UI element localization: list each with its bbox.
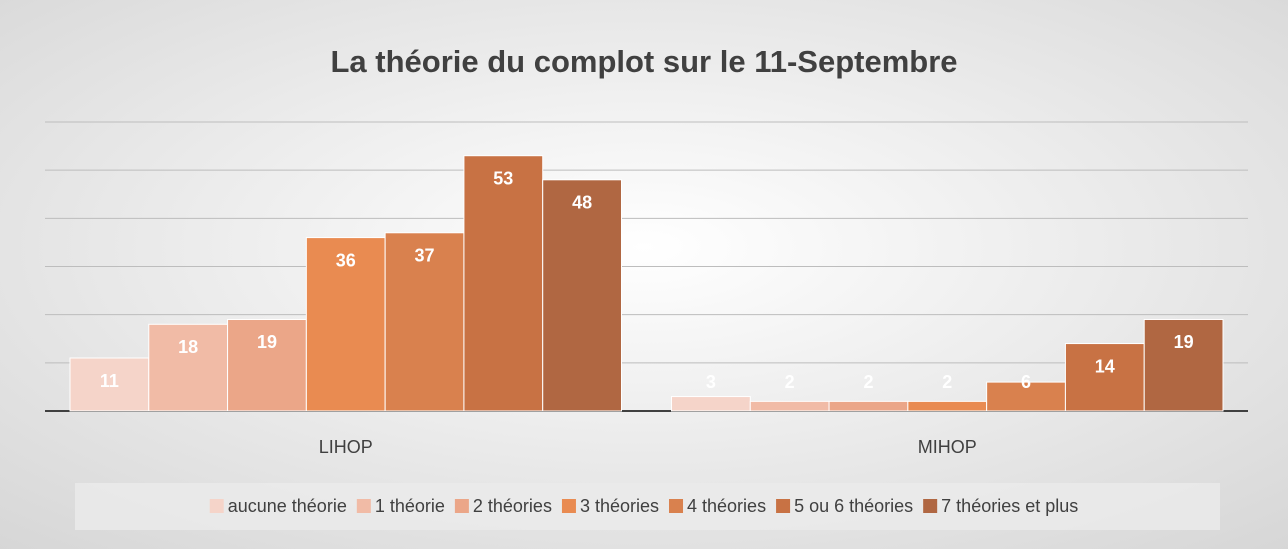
bar	[463, 155, 544, 412]
legend-swatch	[776, 499, 791, 513]
legend-swatch	[356, 499, 371, 513]
data-label: 3	[706, 372, 716, 392]
data-label: 2	[863, 372, 873, 392]
data-label: 19	[257, 332, 277, 352]
legend-swatch	[561, 499, 576, 513]
data-label: 37	[415, 246, 435, 266]
data-label: 53	[493, 168, 513, 188]
data-label: 6	[1021, 372, 1031, 392]
legend-swatch	[669, 499, 684, 513]
legend-label: aucune théorie	[228, 496, 347, 516]
bar	[1064, 343, 1145, 412]
bar	[384, 232, 465, 412]
data-label: 48	[572, 193, 592, 213]
legend-label: 5 ou 6 théories	[794, 496, 913, 516]
legend-label: 4 théories	[687, 496, 766, 516]
legend-background	[75, 483, 1220, 530]
data-label: 19	[1174, 332, 1194, 352]
data-label: 2	[785, 372, 795, 392]
data-label: 11	[100, 371, 119, 391]
legend-label: 1 théorie	[375, 496, 445, 516]
legend-label: 3 théories	[580, 496, 659, 516]
x-tick-label: MIHOP	[918, 437, 977, 457]
bar	[227, 318, 307, 412]
data-label: 36	[336, 250, 356, 270]
legend-swatch	[209, 499, 224, 513]
legend-label: 2 théories	[473, 496, 552, 516]
data-label: 18	[178, 337, 198, 357]
data-label: 14	[1095, 356, 1115, 376]
data-label: 2	[942, 372, 952, 392]
chart-title: La théorie du complot sur le 11-Septembr…	[330, 44, 957, 79]
bar	[1143, 318, 1224, 412]
bar	[986, 381, 1066, 412]
bar	[542, 179, 623, 412]
bar	[671, 396, 751, 412]
x-tick-label: LIHOP	[319, 437, 373, 457]
bar	[828, 400, 909, 412]
bar	[305, 237, 386, 412]
legend-swatch	[454, 499, 469, 513]
bar	[907, 400, 988, 412]
bar	[749, 400, 830, 412]
legend-label: 7 théories et plus	[941, 496, 1078, 516]
legend-swatch	[923, 499, 938, 513]
bar	[148, 323, 229, 412]
